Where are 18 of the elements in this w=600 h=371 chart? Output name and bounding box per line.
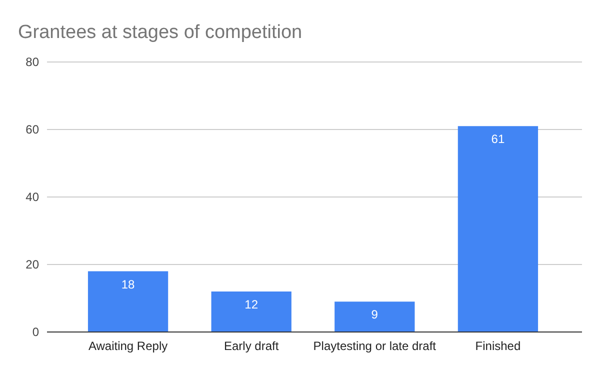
data-label: 18 xyxy=(121,277,136,292)
y-tick-label: 40 xyxy=(26,190,40,204)
bar xyxy=(88,271,168,332)
data-label: 61 xyxy=(491,132,505,146)
chart-title: Grantees at stages of competition xyxy=(18,22,302,43)
bar xyxy=(458,126,538,332)
y-tick-label: 80 xyxy=(26,55,40,70)
y-tick-label: 0 xyxy=(32,325,40,340)
y-tick-label: 20 xyxy=(26,258,40,272)
x-tick-label: Early draft xyxy=(224,339,280,353)
x-tick-label: Finished xyxy=(475,339,521,353)
data-label: 12 xyxy=(244,298,258,312)
x-tick-label: Awaiting Reply xyxy=(88,339,168,353)
data-label: 9 xyxy=(371,308,378,322)
x-tick-label: Playtesting or late draft xyxy=(313,339,437,353)
y-tick-label: 60 xyxy=(26,122,40,137)
bar xyxy=(334,302,415,332)
bar xyxy=(211,292,292,332)
